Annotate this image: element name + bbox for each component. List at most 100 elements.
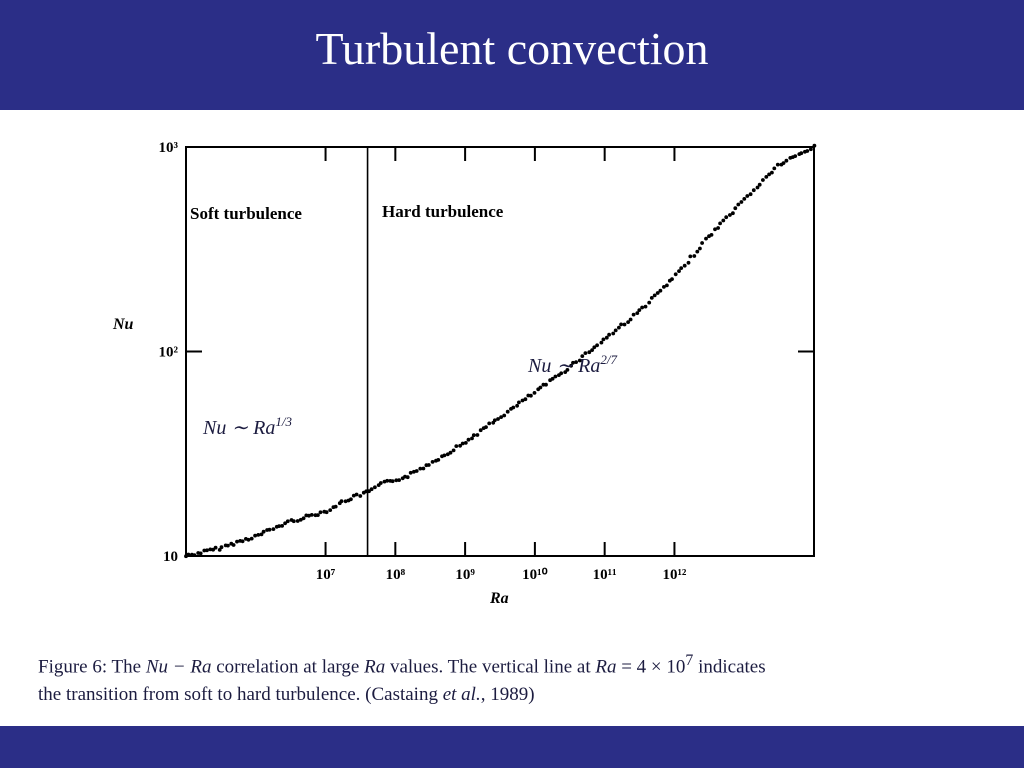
data-point [662, 285, 666, 289]
data-point [724, 215, 729, 220]
data-point [478, 428, 483, 433]
data-point [761, 178, 765, 182]
data-point [283, 521, 287, 526]
data-point [364, 489, 369, 494]
data-point [367, 489, 371, 494]
data-point [601, 337, 606, 342]
data-point [285, 519, 290, 524]
data-point [390, 479, 395, 484]
data-point [793, 154, 798, 159]
figure-caption: Figure 6: The Nu − Ra correlation at lar… [38, 652, 766, 706]
data-point [587, 350, 592, 355]
data-point [349, 497, 353, 502]
data-point [316, 513, 320, 517]
data-point [670, 277, 674, 281]
data-point [358, 494, 363, 498]
data-point [613, 328, 618, 333]
data-point [553, 374, 558, 379]
data-point [713, 227, 717, 232]
data-point [261, 529, 266, 534]
data-point [619, 322, 623, 327]
data-point [658, 288, 663, 293]
data-point [373, 485, 377, 490]
data-point [397, 478, 401, 482]
data-point [256, 533, 261, 537]
data-point [767, 172, 771, 177]
data-point [369, 487, 374, 492]
data-point [502, 413, 507, 418]
data-point [418, 466, 423, 471]
data-point [205, 548, 209, 553]
data-point [219, 545, 224, 550]
data-point [592, 345, 597, 350]
data-point [309, 513, 314, 517]
data-point [291, 519, 296, 524]
data-point [511, 405, 516, 410]
data-point [301, 516, 306, 521]
data-point [721, 218, 726, 223]
data-point [577, 358, 582, 363]
data-point [781, 161, 786, 166]
data-point [217, 548, 222, 552]
hard-formula-exponent: 2/7 [600, 352, 617, 367]
data-point [280, 524, 284, 528]
data-point [611, 331, 616, 336]
data-point [599, 340, 604, 345]
data-point [267, 527, 272, 532]
data-point [354, 492, 359, 497]
x-tick-label: 10¹¹ [593, 567, 617, 583]
data-point [339, 499, 344, 504]
y-tick-label: 10 [163, 549, 178, 565]
data-point [695, 249, 700, 254]
x-tick-label: 10⁷ [316, 567, 336, 583]
data-point [277, 524, 281, 528]
x-tick-label: 10⁹ [455, 567, 475, 583]
data-point [235, 539, 239, 544]
data-point [492, 418, 497, 423]
data-point [532, 391, 537, 395]
data-point [682, 263, 687, 268]
data-point [626, 320, 630, 324]
data-point [517, 400, 521, 405]
data-point [673, 272, 678, 277]
data-point [728, 213, 732, 217]
data-point [700, 241, 704, 245]
data-point [574, 360, 578, 364]
data-point [442, 453, 447, 458]
slide-title: Turbulent convection [315, 23, 709, 74]
data-point [784, 158, 789, 163]
data-point [430, 460, 435, 464]
data-point [487, 421, 492, 426]
data-point [499, 415, 503, 419]
data-point [665, 283, 669, 288]
data-point [213, 545, 218, 550]
data-point [565, 368, 570, 372]
data-point [631, 312, 636, 317]
data-point [748, 192, 753, 197]
data-point [677, 269, 681, 273]
data-point [458, 443, 462, 448]
data-point [451, 448, 456, 453]
data-point [544, 382, 548, 387]
x-axis-title: Ra [489, 590, 509, 607]
data-point [523, 397, 528, 402]
data-point [378, 481, 383, 485]
hard-formula-base: Nu ∼ Ra [527, 355, 600, 377]
data-point [541, 382, 546, 387]
data-point [385, 478, 390, 483]
data-point [475, 433, 480, 437]
x-tick-label: 10¹⁰ [522, 567, 548, 583]
y-tick-label: 10² [159, 345, 179, 361]
data-point [271, 527, 276, 531]
data-point [249, 536, 254, 541]
data-point [595, 343, 599, 348]
data-point [421, 466, 426, 471]
data-point [772, 166, 777, 171]
data-point [186, 552, 191, 557]
region-label-soft: Soft turbulence [190, 204, 302, 223]
data-point [751, 188, 756, 193]
data-point [607, 332, 611, 337]
data-point [259, 532, 264, 537]
data-point [520, 398, 525, 403]
data-point [198, 551, 203, 556]
